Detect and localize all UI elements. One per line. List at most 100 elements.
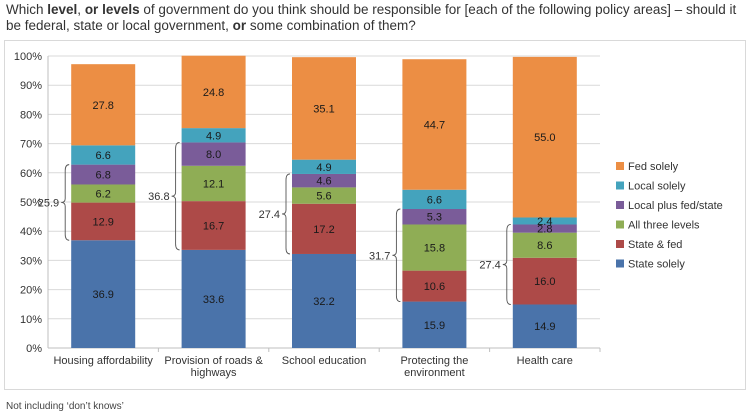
x-category-label: Provision of roads & [164, 355, 263, 367]
bar-segment [292, 173, 356, 188]
data-label: 5.3 [427, 212, 442, 224]
bracket [502, 224, 511, 305]
legend-label: All three levels [628, 220, 700, 232]
title-part: or levels [84, 2, 140, 17]
data-label: 6.2 [96, 189, 111, 201]
data-label: 4.9 [206, 130, 221, 142]
bracket [171, 141, 180, 251]
bar-segment [292, 203, 356, 254]
data-label: 16.0 [534, 276, 555, 288]
bar-segment [181, 142, 246, 166]
bar-segment [71, 145, 136, 165]
data-label: 24.8 [203, 87, 224, 99]
legend-swatch [616, 162, 624, 170]
chart-frame [4, 40, 746, 390]
y-tick-label: 100% [14, 51, 42, 63]
data-label: 10.6 [424, 281, 445, 293]
y-tick-label: 0% [26, 343, 42, 355]
legend-label: State solely [628, 259, 685, 271]
legend-label: Local plus fed/state [628, 200, 723, 212]
title-part: some combination of them? [246, 18, 416, 33]
data-label: 15.8 [424, 243, 445, 255]
bar-segment [402, 270, 467, 302]
bar-segment [512, 56, 577, 218]
y-tick-label: 70% [20, 139, 42, 151]
bracket-label: 25.9 [38, 197, 59, 209]
data-label: 27.8 [92, 100, 113, 112]
data-label: 33.6 [203, 294, 224, 306]
bracket-label: 36.8 [148, 191, 169, 203]
y-tick-label: 60% [20, 168, 42, 180]
data-label: 32.2 [313, 296, 334, 308]
legend-label: Local solely [628, 181, 686, 193]
legend-swatch [616, 201, 624, 209]
legend-label: Fed solely [628, 161, 679, 173]
data-label: 6.6 [96, 150, 111, 162]
footnote: Not including ‘don’t knows’ [6, 401, 124, 412]
x-category-label: Protecting the [400, 355, 468, 367]
bar-segment [71, 184, 136, 203]
data-label: 17.2 [313, 224, 334, 236]
data-label: 8.0 [206, 149, 221, 161]
bar-segment [181, 128, 246, 143]
bar-segment [512, 224, 577, 233]
bar-segment [512, 232, 577, 258]
bar-segment [181, 165, 246, 202]
x-category-label: environment [404, 367, 465, 379]
data-label: 44.7 [424, 119, 445, 131]
bar-segment [402, 301, 467, 348]
title-part: or [232, 18, 247, 33]
data-label: 15.9 [424, 320, 445, 332]
data-label: 8.6 [537, 240, 552, 252]
data-label: 5.6 [316, 191, 331, 203]
bar-segment [71, 64, 136, 146]
title-part: level [47, 2, 78, 17]
data-label: 6.6 [427, 194, 442, 206]
bracket-label: 27.4 [479, 259, 500, 271]
title-part: of government do you think should be res… [6, 2, 737, 33]
bar-segment [181, 55, 246, 129]
bar-segment [402, 224, 467, 271]
bracket-label: 31.7 [369, 250, 390, 262]
bar-segment [512, 217, 577, 225]
data-label: 4.6 [316, 176, 331, 188]
bar-segment [292, 187, 356, 204]
x-category-label: Housing affordability [53, 355, 153, 367]
bracket [281, 173, 291, 255]
x-category-label: highways [191, 367, 237, 379]
bar-segment [71, 202, 136, 241]
data-label: 4.9 [316, 162, 331, 174]
data-label: 12.1 [203, 178, 224, 190]
bar-segment [71, 164, 136, 185]
y-tick-label: 30% [20, 255, 42, 267]
data-label: 6.8 [96, 170, 111, 182]
y-tick-label: 40% [20, 226, 42, 238]
y-tick-label: 90% [20, 80, 42, 92]
bar-segment [292, 159, 356, 174]
bracket [392, 208, 401, 303]
bar-segment [402, 209, 467, 225]
data-label: 36.9 [92, 289, 113, 301]
bar-segment [512, 304, 577, 348]
legend-swatch [616, 259, 624, 268]
y-tick-label: 10% [20, 314, 42, 326]
y-tick-label: 80% [20, 109, 42, 121]
bar-segment [71, 240, 136, 348]
data-label: 55.0 [534, 132, 555, 144]
bracket-label: 27.4 [259, 209, 280, 221]
legend-swatch [616, 240, 624, 248]
data-label: 35.1 [313, 103, 334, 115]
legend-swatch [616, 181, 624, 190]
chart-title: Which level, or levels of government do … [6, 2, 750, 34]
bar-segment [512, 257, 577, 305]
data-label: 14.9 [534, 321, 555, 333]
legend-label: State & fed [628, 239, 682, 251]
bracket [61, 164, 70, 241]
bar-segment [292, 57, 356, 160]
x-category-label: School education [282, 355, 366, 367]
title-part: , [77, 2, 85, 17]
data-label: 2.4 [537, 216, 552, 228]
title-part: Which [6, 2, 48, 17]
legend-swatch [616, 220, 624, 229]
y-tick-label: 20% [20, 285, 42, 297]
